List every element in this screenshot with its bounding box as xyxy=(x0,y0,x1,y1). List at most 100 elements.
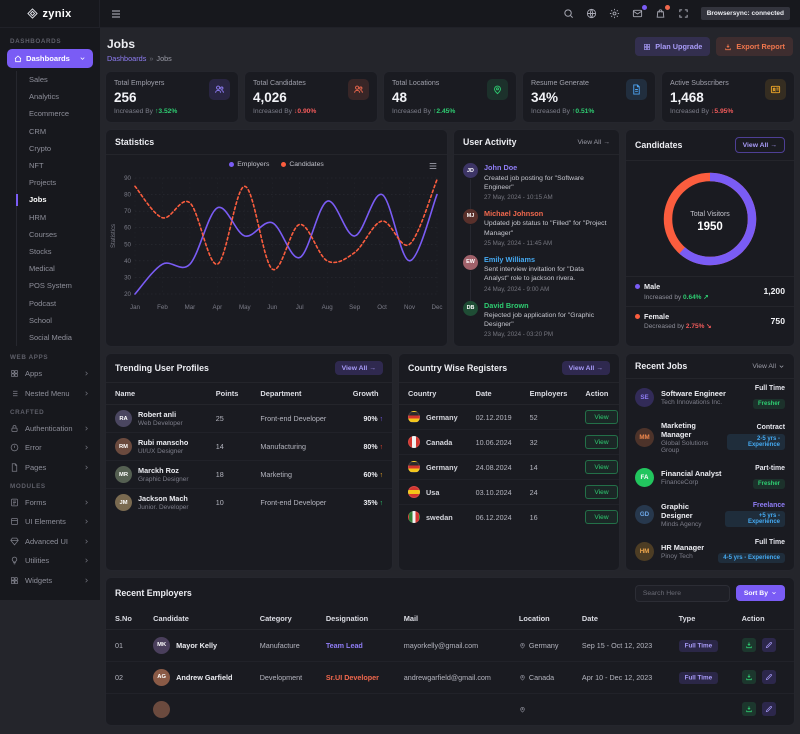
svg-text:40: 40 xyxy=(124,258,131,265)
view-button[interactable]: View xyxy=(585,435,617,449)
view-button[interactable]: View xyxy=(585,510,617,524)
sidebar-subitem[interactable]: HRM xyxy=(17,209,100,226)
activity-user-name[interactable]: Emily Williams xyxy=(484,255,610,264)
chevron-right-icon xyxy=(83,370,90,377)
search-icon[interactable] xyxy=(563,8,574,19)
sidebar-subitem[interactable]: Courses xyxy=(17,226,100,243)
brand-logo[interactable]: zynix xyxy=(0,0,100,27)
activity-user-name[interactable]: David Brown xyxy=(484,301,610,310)
sidebar: DASHBOARDS Dashboards Sales Analytics Ec… xyxy=(0,28,100,600)
sidebar-subitem[interactable]: Projects xyxy=(17,174,100,191)
employers-cell: 32 xyxy=(521,430,577,455)
stat-label: Total Employers xyxy=(114,79,177,87)
download-button[interactable] xyxy=(742,638,756,652)
sidebar-item[interactable]: Apps xyxy=(0,364,100,383)
pin-icon xyxy=(519,642,526,649)
chevron-right-icon xyxy=(83,557,90,564)
main-content: Jobs Dashboards»Jobs Plan Upgrade Export… xyxy=(100,28,800,734)
sidebar-subitem[interactable]: NFT xyxy=(17,157,100,174)
sidebar-item[interactable]: Authentication xyxy=(0,419,100,438)
svg-text:Aug: Aug xyxy=(322,304,334,311)
view-all-dropdown[interactable]: View All xyxy=(752,363,785,370)
sidebar-subitem[interactable]: School xyxy=(17,312,100,329)
user-name: Jackson Mach xyxy=(138,494,189,503)
plan-upgrade-button[interactable]: Plan Upgrade xyxy=(635,37,710,56)
breadcrumb-link[interactable]: Dashboards xyxy=(107,54,146,63)
svg-text:70: 70 xyxy=(124,208,131,215)
sidebar-toggle-icon[interactable] xyxy=(110,8,122,20)
view-button[interactable]: View xyxy=(585,460,617,474)
stat-value: 256 xyxy=(114,90,177,105)
legend-item-employers[interactable]: Employers xyxy=(229,161,269,168)
view-all-button[interactable]: View All → xyxy=(335,361,383,375)
sidebar-section-label: DASHBOARDS xyxy=(0,32,100,48)
country-registers-panel: Country Wise Registers View All → Countr… xyxy=(398,353,620,570)
user-role: UI/UX Designer xyxy=(138,448,188,455)
sidebar-item[interactable]: Widgets xyxy=(0,570,100,589)
job-company: FinanceCorp xyxy=(661,479,722,486)
experience-badge: Fresher xyxy=(753,479,785,489)
search-input[interactable] xyxy=(635,585,730,602)
view-all-link[interactable]: View All→ xyxy=(578,139,610,146)
download-button[interactable] xyxy=(742,702,756,716)
view-all-button[interactable]: View All → xyxy=(562,361,610,375)
column-header: Name xyxy=(106,383,207,405)
sidebar-subitem[interactable]: CRM xyxy=(17,123,100,140)
sidebar-item[interactable]: Nested Menu xyxy=(0,383,100,402)
home-icon xyxy=(14,55,22,63)
sidebar-item[interactable]: Pages xyxy=(0,458,100,477)
view-button[interactable]: View xyxy=(585,410,617,424)
sidebar-subitem[interactable]: POS System xyxy=(17,277,100,294)
sidebar-subitem[interactable]: Medical xyxy=(17,260,100,277)
legend-label: Female xyxy=(644,312,669,321)
avatar: JD xyxy=(463,163,478,178)
stat-card: Total Candidates 4,026 Increased By↓0.90… xyxy=(244,71,378,123)
svg-text:50: 50 xyxy=(124,241,131,248)
view-all-button[interactable]: View All → xyxy=(735,137,785,153)
sidebar-subitem[interactable]: Social Media xyxy=(17,329,100,346)
sort-by-button[interactable]: Sort By xyxy=(736,585,785,601)
country-flag-icon xyxy=(408,511,420,523)
sidebar-subitem[interactable]: Podcast xyxy=(17,294,100,311)
sidebar-subitem[interactable]: Analytics xyxy=(17,88,100,105)
legend-item-candidates[interactable]: Candidates xyxy=(281,161,323,168)
activity-user-name[interactable]: John Doe xyxy=(484,163,610,172)
job-type: Part-time xyxy=(753,465,785,472)
sidebar-subitem[interactable]: Crypto xyxy=(17,140,100,157)
points-cell: 25 xyxy=(207,405,252,433)
stat-delta: Increased By↓5.95% xyxy=(670,108,733,115)
view-button[interactable]: View xyxy=(585,485,617,499)
sidebar-item-dashboards[interactable]: Dashboards xyxy=(7,49,93,68)
edit-button[interactable] xyxy=(762,638,776,652)
export-report-button[interactable]: Export Report xyxy=(716,37,793,56)
sidebar-subitem[interactable]: Ecommerce xyxy=(17,105,100,122)
edit-button[interactable] xyxy=(762,702,776,716)
panel-title: Trending User Profiles xyxy=(115,363,209,373)
sidebar-subitem[interactable]: Stocks xyxy=(17,243,100,260)
svg-text:1950: 1950 xyxy=(697,221,723,233)
fullscreen-icon[interactable] xyxy=(678,8,689,19)
sidebar-subitem[interactable]: Jobs xyxy=(17,191,100,208)
language-icon[interactable] xyxy=(586,8,597,19)
panel-title: Statistics xyxy=(115,137,154,147)
download-button[interactable] xyxy=(742,670,756,684)
sidebar-item[interactable]: Utilities xyxy=(0,551,100,570)
sidebar-item[interactable]: UI Elements xyxy=(0,512,100,531)
sidebar-subitem[interactable]: Sales xyxy=(17,71,100,88)
sidebar-item[interactable]: Forms xyxy=(0,493,100,512)
pencil-icon xyxy=(765,705,773,713)
sidebar-item[interactable]: Advanced UI xyxy=(0,532,100,551)
avatar: FA xyxy=(635,468,654,487)
chart-menu-icon[interactable] xyxy=(428,161,438,171)
serial-cell: 01 xyxy=(106,629,144,661)
activity-user-name[interactable]: Michael Johnson xyxy=(484,209,610,218)
messages-icon[interactable] xyxy=(632,8,643,19)
svg-text:20: 20 xyxy=(124,291,131,298)
cart-icon[interactable] xyxy=(655,8,666,19)
job-company: Tech Innovations Inc. xyxy=(661,399,726,406)
edit-button[interactable] xyxy=(762,670,776,684)
settings-icon[interactable] xyxy=(609,8,620,19)
sidebar-item[interactable]: Error xyxy=(0,438,100,457)
